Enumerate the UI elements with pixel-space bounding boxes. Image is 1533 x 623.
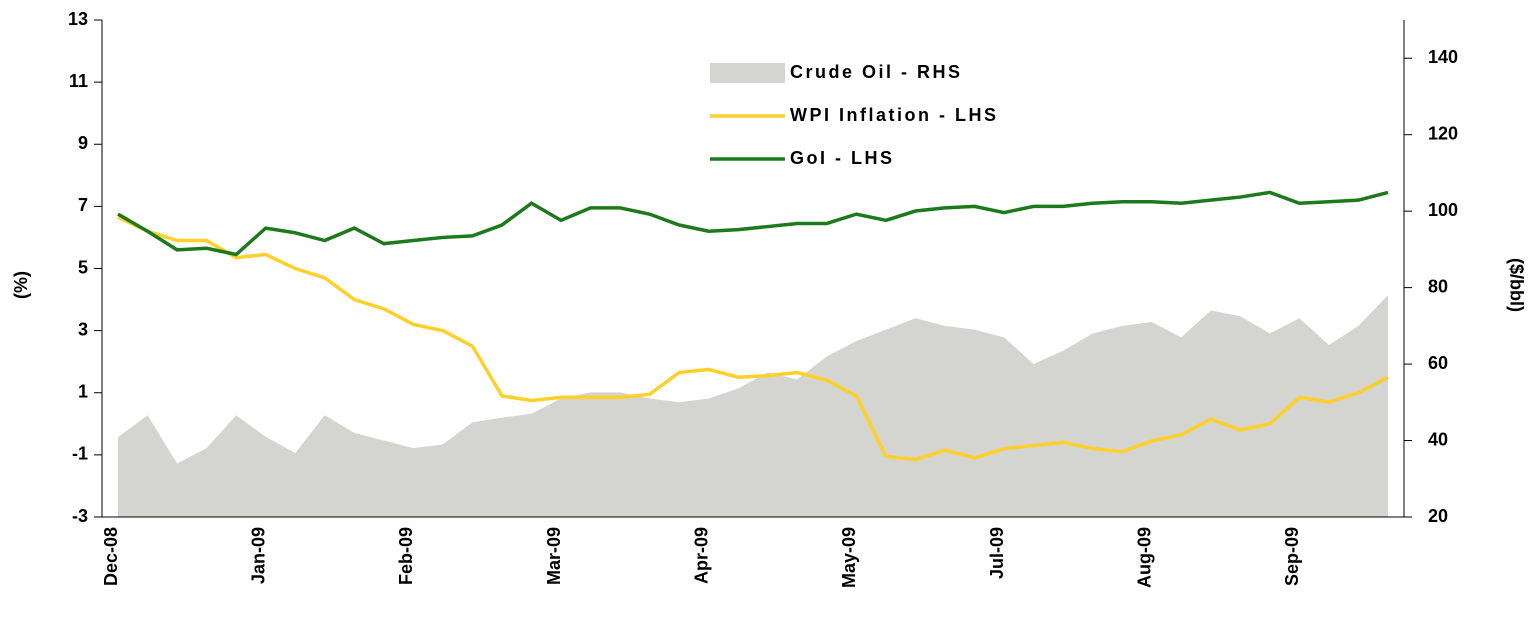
legend-label: WPI Inflation - LHS [790, 105, 998, 125]
y-tick-label: 9 [78, 133, 88, 153]
y-tick-label: -3 [72, 506, 88, 526]
y2-tick-label: 140 [1428, 47, 1458, 67]
legend-label: GoI - LHS [790, 148, 895, 168]
legend-swatch [710, 63, 785, 83]
y2-tick-label: 20 [1428, 506, 1448, 526]
y2-axis-label: ($/bbl) [1506, 258, 1526, 312]
y2-tick-label: 100 [1428, 200, 1458, 220]
x-tick-label: May-09 [839, 527, 859, 588]
legend-label: Crude Oil - RHS [790, 62, 963, 82]
line [117, 190, 1389, 257]
y-tick-label: 5 [78, 257, 88, 277]
y-tick-label: 7 [78, 195, 88, 215]
y-tick-label: 11 [69, 71, 88, 91]
y-tick-label: 3 [78, 319, 88, 339]
x-tick-label: Aug-09 [1134, 527, 1154, 588]
x-tick-label: Apr-09 [691, 527, 711, 584]
x-tick-label: Jan-09 [248, 527, 268, 584]
x-tick-label: Mar-09 [544, 527, 564, 585]
x-tick-label: Sep-09 [1282, 527, 1302, 586]
area [118, 295, 1388, 517]
y-tick-label: -1 [72, 444, 88, 464]
y2-tick-label: 80 [1428, 276, 1448, 296]
y2-tick-label: 120 [1428, 123, 1458, 143]
y-tick-label: 13 [68, 9, 88, 29]
x-tick-label: Feb-09 [396, 527, 416, 585]
y-axis-label: (%) [11, 271, 31, 299]
y2-tick-label: 60 [1428, 353, 1448, 373]
x-tick-label: Dec-08 [101, 527, 121, 586]
x-tick-label: Jul-09 [987, 527, 1007, 579]
y-tick-label: 1 [78, 382, 88, 402]
y2-tick-label: 40 [1428, 429, 1448, 449]
line [117, 215, 1389, 462]
